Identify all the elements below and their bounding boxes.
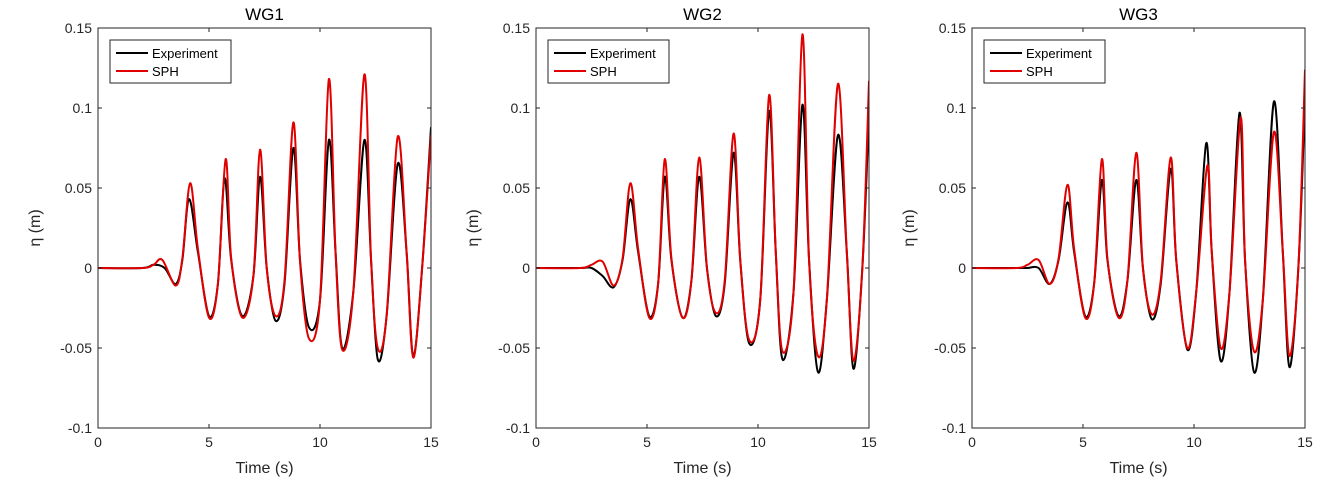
axes-box [971, 27, 1306, 429]
y-tick-label: 0.15 [65, 20, 92, 36]
x-axis-label: Time (s) [673, 460, 731, 477]
x-tick-label: 0 [94, 434, 102, 450]
y-tick-label: 0.15 [939, 20, 966, 36]
y-tick-label: 0 [958, 260, 966, 276]
y-tick-label: 0.1 [947, 100, 967, 116]
x-tick-label: 15 [423, 434, 439, 450]
y-tick-label: -0.05 [60, 340, 92, 356]
y-axis-label: η (m) [901, 209, 918, 246]
legend-label-sph: SPH [590, 64, 617, 79]
legend-label-sph: SPH [1026, 64, 1053, 79]
y-tick-label: 0.1 [511, 100, 531, 116]
legend: Experiment SPH [983, 39, 1106, 84]
legend-label-experiment: Experiment [152, 46, 218, 61]
y-tick-label: -0.1 [942, 420, 966, 436]
y-tick-label: -0.05 [934, 340, 966, 356]
y-tick-label: 0.15 [503, 20, 530, 36]
x-axis-label: Time (s) [235, 460, 293, 477]
chart-panel-1: 0 5 10 15 -0.1 -0.05 0 0.05 0.1 0.15 WG1 Time (s) η … [27, 5, 439, 477]
legend-box [109, 39, 232, 84]
y-tick-label: 0.05 [939, 180, 966, 196]
legend-box [983, 39, 1106, 84]
axes-box [97, 27, 432, 429]
x-tick-label: 5 [1079, 434, 1087, 450]
y-tick-label: -0.1 [506, 420, 530, 436]
legend: Experiment SPH [547, 39, 670, 84]
x-tick-label: 10 [312, 434, 328, 450]
series-line-sph [536, 33, 869, 362]
x-tick-label: 10 [1186, 434, 1202, 450]
y-axis-label: η (m) [465, 209, 482, 246]
legend: Experiment SPH [109, 39, 232, 84]
legend-label-experiment: Experiment [1026, 46, 1092, 61]
y-tick-label: 0.05 [65, 180, 92, 196]
axes-box [535, 27, 870, 429]
x-axis-label: Time (s) [1109, 460, 1167, 477]
chart-panel-2: 0 5 10 15 -0.1 -0.05 0 0.05 0.1 0.15 WG2 Time (s) η … [465, 5, 877, 477]
series-line-sph [98, 73, 431, 359]
legend-label-experiment: Experiment [590, 46, 656, 61]
x-tick-label: 0 [968, 434, 976, 450]
legend-label-sph: SPH [152, 64, 179, 79]
x-tick-label: 5 [205, 434, 213, 450]
x-tick-label: 5 [643, 434, 651, 450]
x-tick-label: 15 [861, 434, 877, 450]
y-tick-label: -0.05 [498, 340, 530, 356]
chart-title: WG1 [245, 5, 284, 24]
y-tick-label: -0.1 [68, 420, 92, 436]
y-tick-label: 0 [84, 260, 92, 276]
chart-title: WG3 [1119, 5, 1158, 24]
x-tick-label: 10 [750, 434, 766, 450]
y-tick-label: 0 [522, 260, 530, 276]
x-tick-label: 15 [1297, 434, 1313, 450]
y-tick-label: 0.1 [73, 100, 93, 116]
y-axis-label: η (m) [27, 209, 44, 246]
series-line-sph [972, 69, 1305, 358]
x-tick-label: 0 [532, 434, 540, 450]
chart-title: WG2 [683, 5, 722, 24]
chart-panel-3: 0 5 10 15 -0.1 -0.05 0 0.05 0.1 0.15 WG3 Time (s) η … [901, 5, 1313, 477]
y-tick-label: 0.05 [503, 180, 530, 196]
legend-box [547, 39, 670, 84]
